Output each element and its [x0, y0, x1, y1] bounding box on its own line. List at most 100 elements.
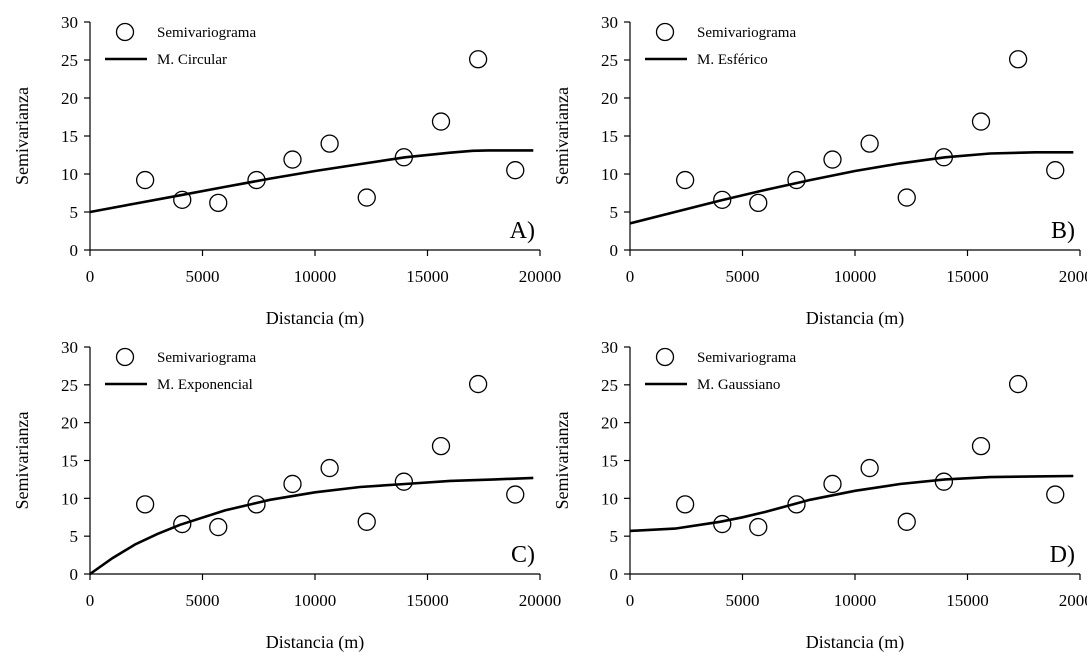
y-axis-label: Semivarianza [12, 87, 32, 185]
x-tick-label: 20000 [1059, 591, 1087, 610]
semivariogram-point [1008, 50, 1028, 69]
y-tick-label: 30 [601, 13, 618, 32]
legend-marker-points [115, 22, 135, 42]
semivariogram-point [135, 495, 155, 514]
y-tick-label: 25 [61, 376, 78, 395]
x-tick-label: 15000 [406, 591, 449, 610]
legend-marker-points [655, 347, 675, 367]
semivariogram-point [357, 188, 376, 207]
panel-4: 0 5 10 15 20 25 30 0 5000 10000 15000 20000 Distanci… [552, 338, 1087, 653]
y-tick-label: 25 [601, 376, 618, 395]
semivariogram-point [357, 512, 376, 531]
semivariogram-point [431, 436, 451, 456]
panel-letter: C) [511, 542, 535, 568]
y-tick-label: 20 [601, 89, 618, 108]
model-curve [629, 474, 1074, 533]
x-tick-label: 5000 [726, 267, 760, 286]
semivariogram-point [283, 150, 302, 169]
x-tick-label: 0 [626, 591, 635, 610]
y-tick-label: 10 [61, 489, 78, 508]
y-tick-label: 0 [610, 565, 619, 584]
panel-3: 0 5 10 15 20 25 30 0 5000 10000 15000 20000 Distanci… [12, 338, 561, 653]
legend-label-line: M. Circular [157, 52, 227, 68]
x-tick-label: 20000 [1059, 267, 1087, 286]
y-tick-label: 15 [601, 127, 618, 146]
y-tick-label: 10 [601, 489, 618, 508]
model-curve [89, 149, 534, 214]
x-tick-label: 0 [626, 267, 635, 286]
legend-label-line: M. Exponencial [157, 377, 253, 393]
semivariogram-point [823, 150, 842, 169]
semivariogram-point [209, 193, 228, 213]
panel-letter: A) [510, 218, 535, 244]
panel-1: 0 5 10 15 20 25 30 0 5000 10000 15000 20000 Distanci… [12, 13, 561, 329]
semivariogram-point [675, 495, 695, 514]
y-tick-label: 5 [70, 527, 79, 546]
y-axis-label: Semivarianza [552, 412, 572, 510]
model-curve [89, 476, 534, 576]
semivariogram-point [209, 517, 228, 537]
model-curve [629, 151, 1074, 225]
y-tick-label: 15 [601, 452, 618, 471]
y-tick-label: 10 [601, 165, 618, 184]
x-tick-label: 15000 [946, 591, 989, 610]
x-tick-label: 0 [86, 267, 95, 286]
y-tick-label: 0 [610, 241, 619, 260]
y-tick-label: 25 [601, 51, 618, 70]
x-tick-label: 5000 [186, 591, 220, 610]
x-tick-label: 10000 [834, 267, 877, 286]
y-tick-label: 30 [601, 338, 618, 357]
y-tick-label: 20 [61, 414, 78, 433]
semivariogram-point [713, 514, 732, 534]
legend-marker-points [655, 22, 675, 42]
semivariogram-point [135, 170, 155, 190]
x-tick-label: 10000 [294, 591, 337, 610]
panel-2: 0 5 10 15 20 25 30 0 5000 10000 15000 20000 Distanci… [552, 13, 1087, 329]
y-axis-label: Semivarianza [552, 87, 572, 185]
semivariogram-point [897, 512, 916, 531]
y-tick-label: 0 [70, 241, 79, 260]
y-tick-label: 5 [610, 527, 619, 546]
semivariogram-point [860, 458, 879, 478]
y-tick-label: 5 [610, 203, 619, 222]
panel-letter: B) [1051, 218, 1075, 244]
y-tick-label: 20 [601, 414, 618, 433]
semivariogram-point [1008, 374, 1028, 394]
y-tick-label: 0 [70, 565, 79, 584]
x-tick-label: 10000 [834, 591, 877, 610]
x-tick-label: 15000 [406, 267, 449, 286]
legend-label-points: Semivariograma [157, 25, 256, 41]
y-tick-label: 15 [61, 452, 78, 471]
x-axis-label: Distancia (m) [806, 632, 904, 653]
x-tick-label: 20000 [519, 591, 562, 610]
legend-label-line: M. Esférico [697, 52, 768, 68]
semivariogram-point [394, 472, 414, 491]
semivariogram-point [971, 112, 991, 131]
semivariogram-point [283, 474, 302, 494]
x-tick-label: 20000 [519, 267, 562, 286]
y-tick-label: 5 [70, 203, 79, 222]
semivariogram-point [320, 458, 339, 478]
semivariogram-point [320, 134, 339, 153]
x-tick-label: 5000 [186, 267, 220, 286]
y-axis-label: Semivarianza [12, 412, 32, 510]
x-tick-label: 5000 [726, 591, 760, 610]
legend-marker-points [115, 347, 135, 367]
y-tick-label: 30 [61, 338, 78, 357]
semivariogram-point [749, 517, 768, 537]
x-axis-label: Distancia (m) [806, 308, 904, 329]
x-tick-label: 10000 [294, 267, 337, 286]
x-tick-label: 15000 [946, 267, 989, 286]
x-axis-label: Distancia (m) [266, 308, 364, 329]
x-axis-label: Distancia (m) [266, 632, 364, 653]
legend-label-points: Semivariograma [157, 350, 256, 366]
panel-letter: D) [1050, 542, 1075, 568]
semivariogram-point [787, 170, 806, 190]
y-tick-label: 30 [61, 13, 78, 32]
semivariogram-point [506, 485, 525, 504]
y-tick-label: 10 [61, 165, 78, 184]
semivariogram-point [1046, 161, 1065, 180]
semivariogram-point [823, 474, 842, 494]
semivariogram-point [468, 50, 488, 69]
